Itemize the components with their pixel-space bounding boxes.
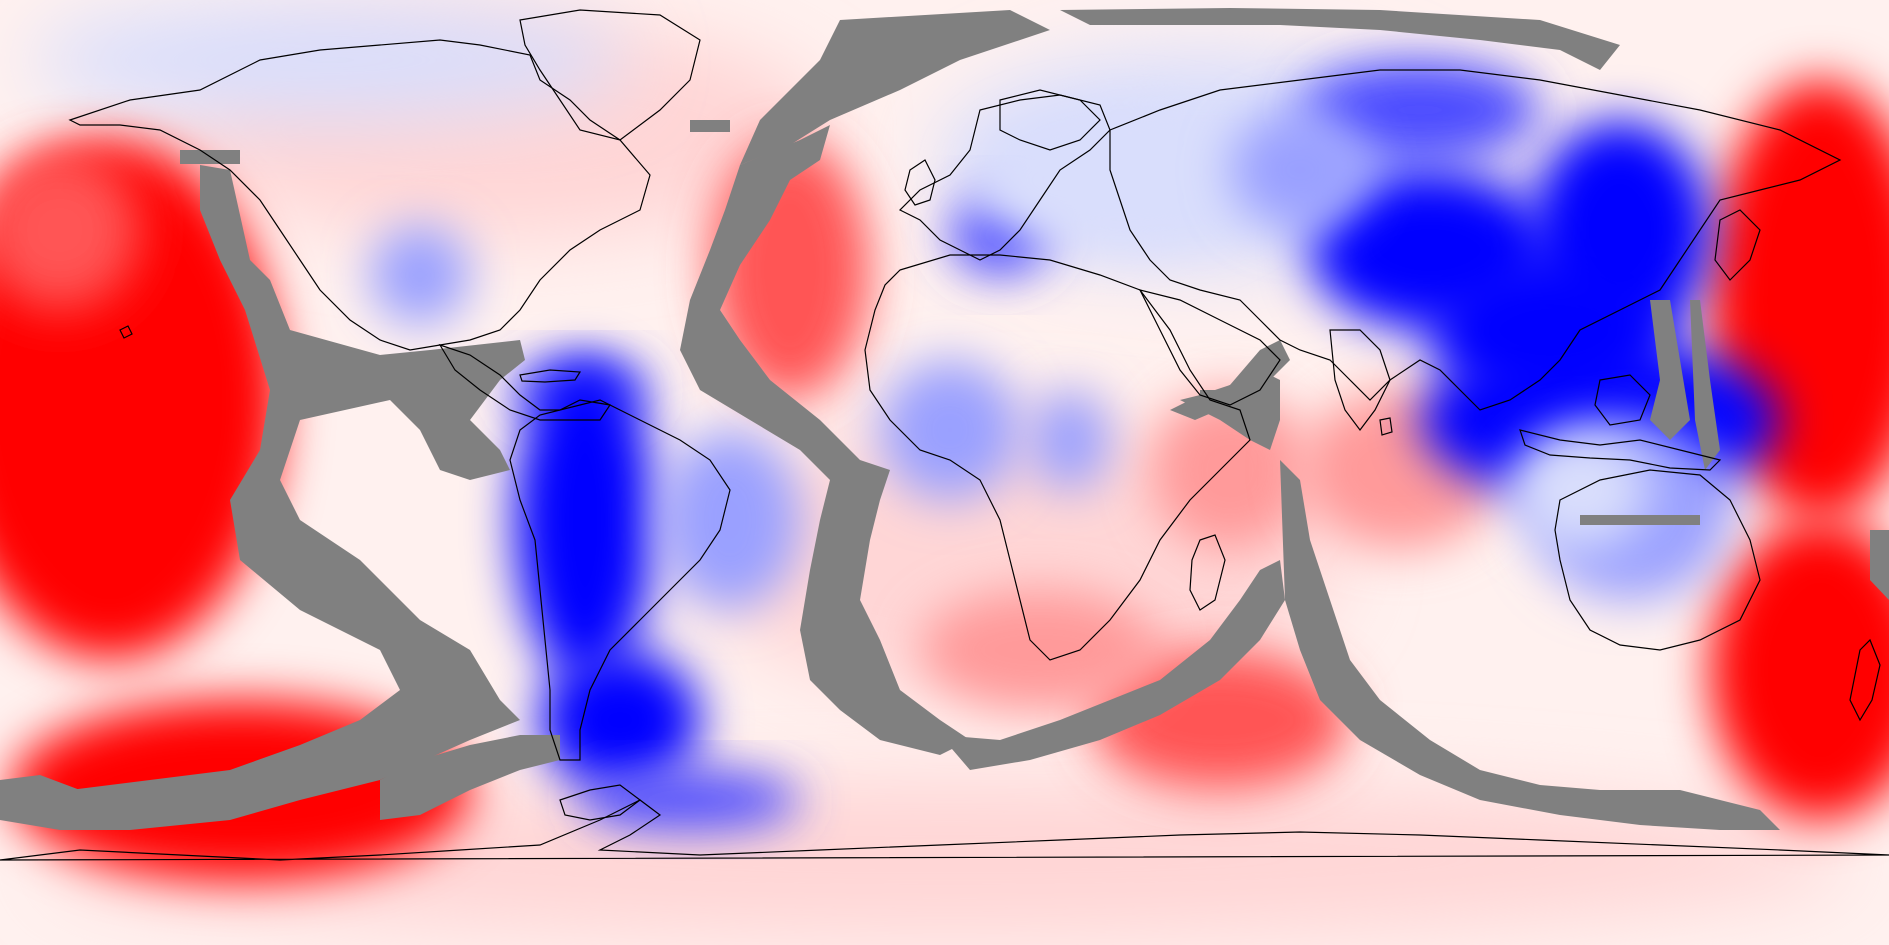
patagonia-negative-anomaly: [540, 650, 700, 790]
south-america-negative-anomaly: [515, 360, 655, 680]
greenland-ridge-mask: [690, 120, 730, 132]
philippine-sea-mask: [1690, 300, 1720, 470]
brazil-negative-anomaly: [660, 430, 800, 610]
mid-atlantic-ridge-upper-mask: [1060, 8, 1620, 70]
mid-atlantic-ridge-north-mask: [740, 10, 1050, 165]
new-zealand-coastline: [1849, 638, 1881, 722]
antarctic-west-mask: [0, 775, 80, 812]
madagascar-coastline: [1189, 534, 1226, 611]
india-coastline: [1329, 329, 1391, 431]
no-data-mask-layer: [0, 8, 1889, 830]
arctic-pale-anomaly: [30, 0, 630, 120]
southeast-indian-ridge-mask: [1280, 460, 1780, 830]
mid-atlantic-ridge-main-mask: [680, 125, 970, 755]
north-america-negative-anomaly: [370, 225, 470, 325]
southeast-asia-trench-mask: [1650, 300, 1690, 440]
tasman-positive-anomaly: [1710, 520, 1889, 820]
uk-coastline: [904, 159, 936, 206]
southeast-asia-negative-anomaly: [1430, 250, 1670, 410]
antarctic-peninsula-negative-anomaly: [580, 770, 800, 830]
australia-coastline: [1554, 469, 1761, 651]
east-pacific-rise-mask: [0, 165, 525, 830]
indonesia-arc-mask: [1580, 515, 1700, 525]
west-asia-negative-anomaly: [1230, 110, 1370, 230]
cuba-coastline: [519, 369, 582, 383]
scandinavia-coastline: [999, 89, 1101, 151]
borneo-coastline: [1594, 374, 1651, 426]
antarctica-coastline: [0, 799, 1889, 861]
southwest-indian-ridge-mask: [940, 560, 1285, 770]
pacific-antarctic-ridge-mask: [380, 735, 560, 820]
north-america-coastline: [68, 39, 651, 351]
japan-coastline: [1714, 209, 1761, 281]
greenland-coastline: [519, 9, 701, 141]
south-america-coastline: [509, 399, 731, 761]
west-africa-negative-anomaly: [880, 360, 1020, 500]
sri-lanka-coastline: [1379, 417, 1393, 436]
asia-coastline: [1109, 69, 1842, 411]
north-pacific-positive-anomaly: [0, 150, 140, 310]
arabia-coastline: [1138, 289, 1281, 406]
tonga-kermadec-mask: [1870, 530, 1889, 600]
europe-negative-anomaly: [970, 110, 1270, 250]
indonesia-coastline: [1519, 429, 1722, 471]
coastline-layer: [0, 9, 1889, 861]
antarctica-pale-anomaly: [50, 780, 1850, 940]
hawaii-coastline: [119, 325, 133, 339]
siberia-negative-anomaly: [1300, 60, 1540, 160]
central-africa-negative-anomaly: [1030, 390, 1110, 490]
antarctic-peninsula-coastline: [559, 784, 641, 821]
